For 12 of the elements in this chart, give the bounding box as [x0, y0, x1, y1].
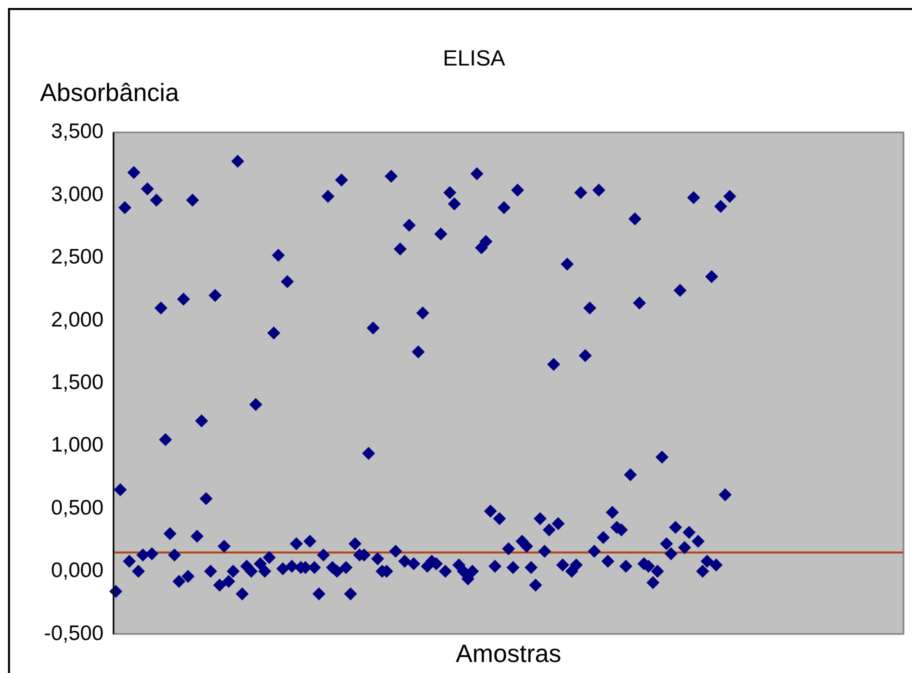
x-axis-title: Amostras: [456, 640, 562, 668]
y-tick-label: 2,000: [50, 308, 104, 332]
y-tick-label: 2,500: [50, 246, 104, 269]
y-tick-label: 3,000: [50, 182, 104, 206]
y-tick-label: 1,500: [50, 370, 104, 394]
y-tick-label: 3,500: [50, 120, 104, 144]
y-tick-label: 0,000: [50, 559, 104, 582]
y-tick-label: 0,500: [50, 496, 104, 520]
chart-title: ELISA: [442, 45, 506, 70]
y-tick-label: 1,000: [50, 434, 104, 457]
y-tick-label: -0,500: [44, 622, 104, 645]
y-axis-title: Absorbância: [40, 78, 180, 107]
